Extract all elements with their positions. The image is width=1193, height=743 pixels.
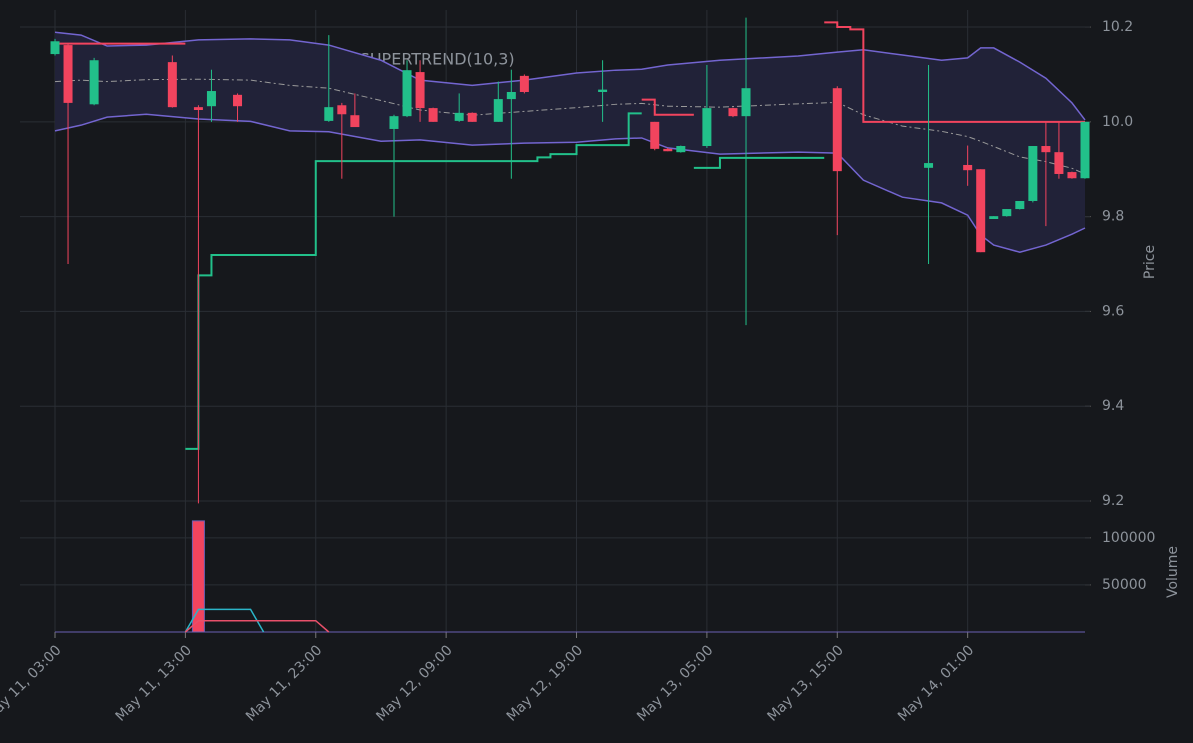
vol-layer (184, 520, 330, 633)
y-axis-label: Price (1142, 245, 1158, 279)
x-tick-label: May 11, 03:00 (0, 642, 65, 724)
candle-body (415, 72, 425, 109)
candle-body (1028, 146, 1038, 201)
x-tick-label: May 14, 01:00 (895, 642, 977, 724)
candle-body (324, 107, 334, 121)
candle-body (1067, 172, 1077, 179)
candle-body (337, 105, 347, 115)
candle-body (389, 116, 399, 129)
candle-body (650, 121, 660, 149)
volume-ma (184, 619, 330, 633)
candle-body (728, 108, 738, 117)
candle-layer (50, 17, 1090, 504)
candle-body (428, 108, 438, 122)
candle-body (1002, 209, 1012, 217)
y-tick-label: 9.6 (1102, 303, 1124, 319)
y2-tick-label: 100000 (1102, 530, 1155, 546)
candle-body (467, 112, 477, 122)
candle-body (676, 146, 686, 153)
band-layer (54, 31, 1086, 253)
supertrend (55, 21, 1085, 123)
x-tick-label: May 12, 19:00 (504, 642, 586, 724)
candle-body (924, 163, 934, 168)
candle-body (1054, 152, 1064, 174)
boll-middle (54, 78, 1086, 175)
candle-body (493, 99, 503, 122)
candle-body (89, 60, 99, 105)
candle-body (454, 112, 464, 121)
candle-body (976, 169, 986, 253)
candle-body (206, 91, 216, 107)
candle-body (1015, 200, 1025, 210)
candle-body (193, 107, 203, 110)
x-tick-label: May 13, 15:00 (765, 642, 847, 724)
candle-body (598, 89, 608, 92)
y-tick-label: 9.8 (1102, 209, 1124, 225)
candle-body (167, 62, 177, 108)
candle-body (506, 91, 516, 100)
y-tick-label: 10.2 (1102, 19, 1133, 35)
x-tick-label: May 11, 13:00 (113, 642, 195, 724)
candle-body (741, 88, 751, 117)
candle-body (233, 94, 243, 107)
candle-body (989, 216, 999, 220)
y-tick-label: 9.4 (1102, 398, 1124, 414)
candle-body (50, 41, 60, 55)
candle-body (832, 88, 842, 172)
candle-body (402, 70, 412, 117)
y-tick-label: 9.2 (1102, 493, 1124, 509)
boll-upper (54, 31, 1086, 121)
candle-body (519, 75, 529, 92)
x-tick-label: May 13, 05:00 (634, 642, 716, 724)
y-tick-label: 10.0 (1102, 114, 1133, 130)
candle-body (350, 115, 360, 128)
candle-body (63, 45, 73, 103)
x-tick-label: May 12, 09:00 (373, 642, 455, 724)
candle-body (1041, 146, 1051, 153)
y2-tick-label: 50000 (1102, 577, 1147, 593)
candle-body (663, 148, 673, 152)
candle-body (963, 164, 973, 171)
candle-body (1080, 121, 1090, 179)
x-tick-label: May 11, 23:00 (243, 642, 325, 724)
y2-axis-label: Volume (1165, 546, 1181, 598)
line-layer (55, 21, 1085, 450)
candle-body (702, 108, 712, 147)
volume-bar (191, 520, 205, 633)
supertrend (185, 112, 825, 450)
